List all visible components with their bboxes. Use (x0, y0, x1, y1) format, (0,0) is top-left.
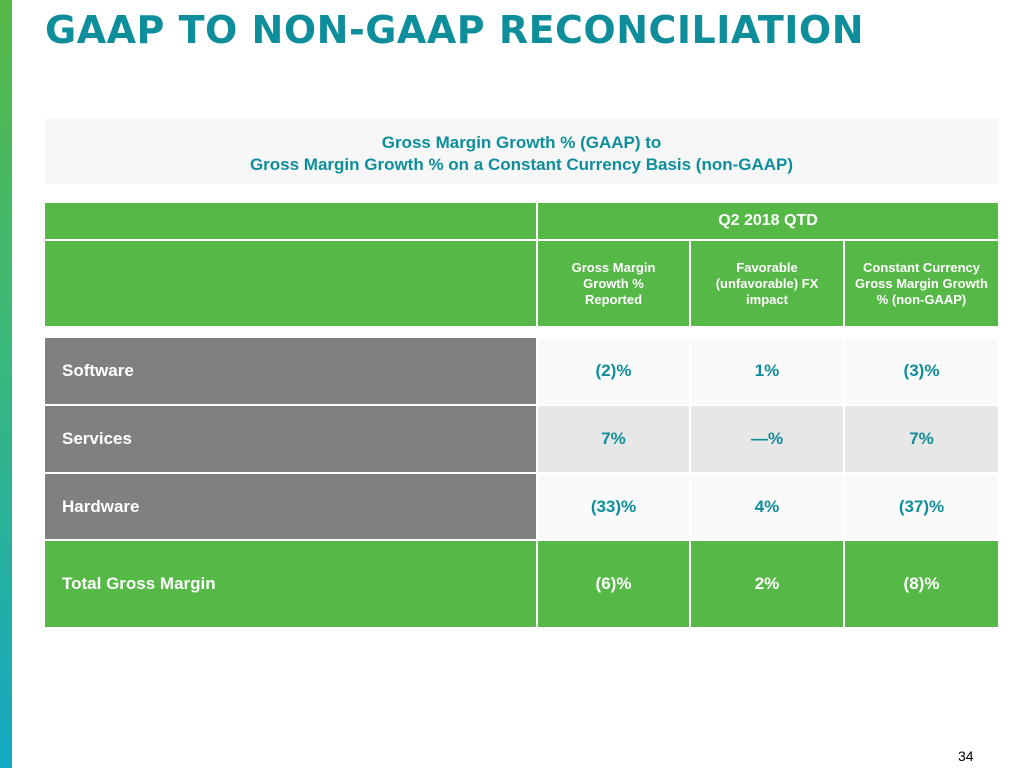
row-label-software: Software (45, 338, 536, 404)
value-total-reported: (6)% (538, 541, 689, 627)
page-number: 34 (958, 748, 974, 764)
value-software-fx: 1% (691, 338, 843, 404)
value-total-constant: (8)% (845, 541, 998, 627)
header-col-reported: Gross Margin Growth % Reported (538, 241, 689, 326)
subtitle-line-1: Gross Margin Growth % (GAAP) to (381, 133, 662, 152)
row-label-hardware: Hardware (45, 474, 536, 539)
value-total-fx: 2% (691, 541, 843, 627)
value-hardware-fx: 4% (691, 474, 843, 539)
value-services-fx: —% (691, 406, 843, 472)
header-corner-top (45, 203, 536, 239)
row-label-total: Total Gross Margin (45, 541, 536, 627)
header-col-fx-impact: Favorable (unfavorable) FX impact (691, 241, 843, 326)
header-col-constant-currency: Constant Currency Gross Margin Growth % … (845, 241, 998, 326)
header-period: Q2 2018 QTD (538, 203, 998, 239)
value-hardware-reported: (33)% (538, 474, 689, 539)
value-software-constant: (3)% (845, 338, 998, 404)
table-subtitle: Gross Margin Growth % (GAAP) to Gross Ma… (45, 118, 998, 184)
row-label-services: Services (45, 406, 536, 472)
header-corner-bottom (45, 241, 536, 326)
value-services-constant: 7% (845, 406, 998, 472)
page-title: GAAP TO NON-GAAP RECONCILIATION (45, 8, 865, 52)
side-accent-bar (0, 0, 12, 768)
value-software-reported: (2)% (538, 338, 689, 404)
subtitle-line-2: Gross Margin Growth % on a Constant Curr… (249, 155, 794, 174)
value-services-reported: 7% (538, 406, 689, 472)
value-hardware-constant: (37)% (845, 474, 998, 539)
